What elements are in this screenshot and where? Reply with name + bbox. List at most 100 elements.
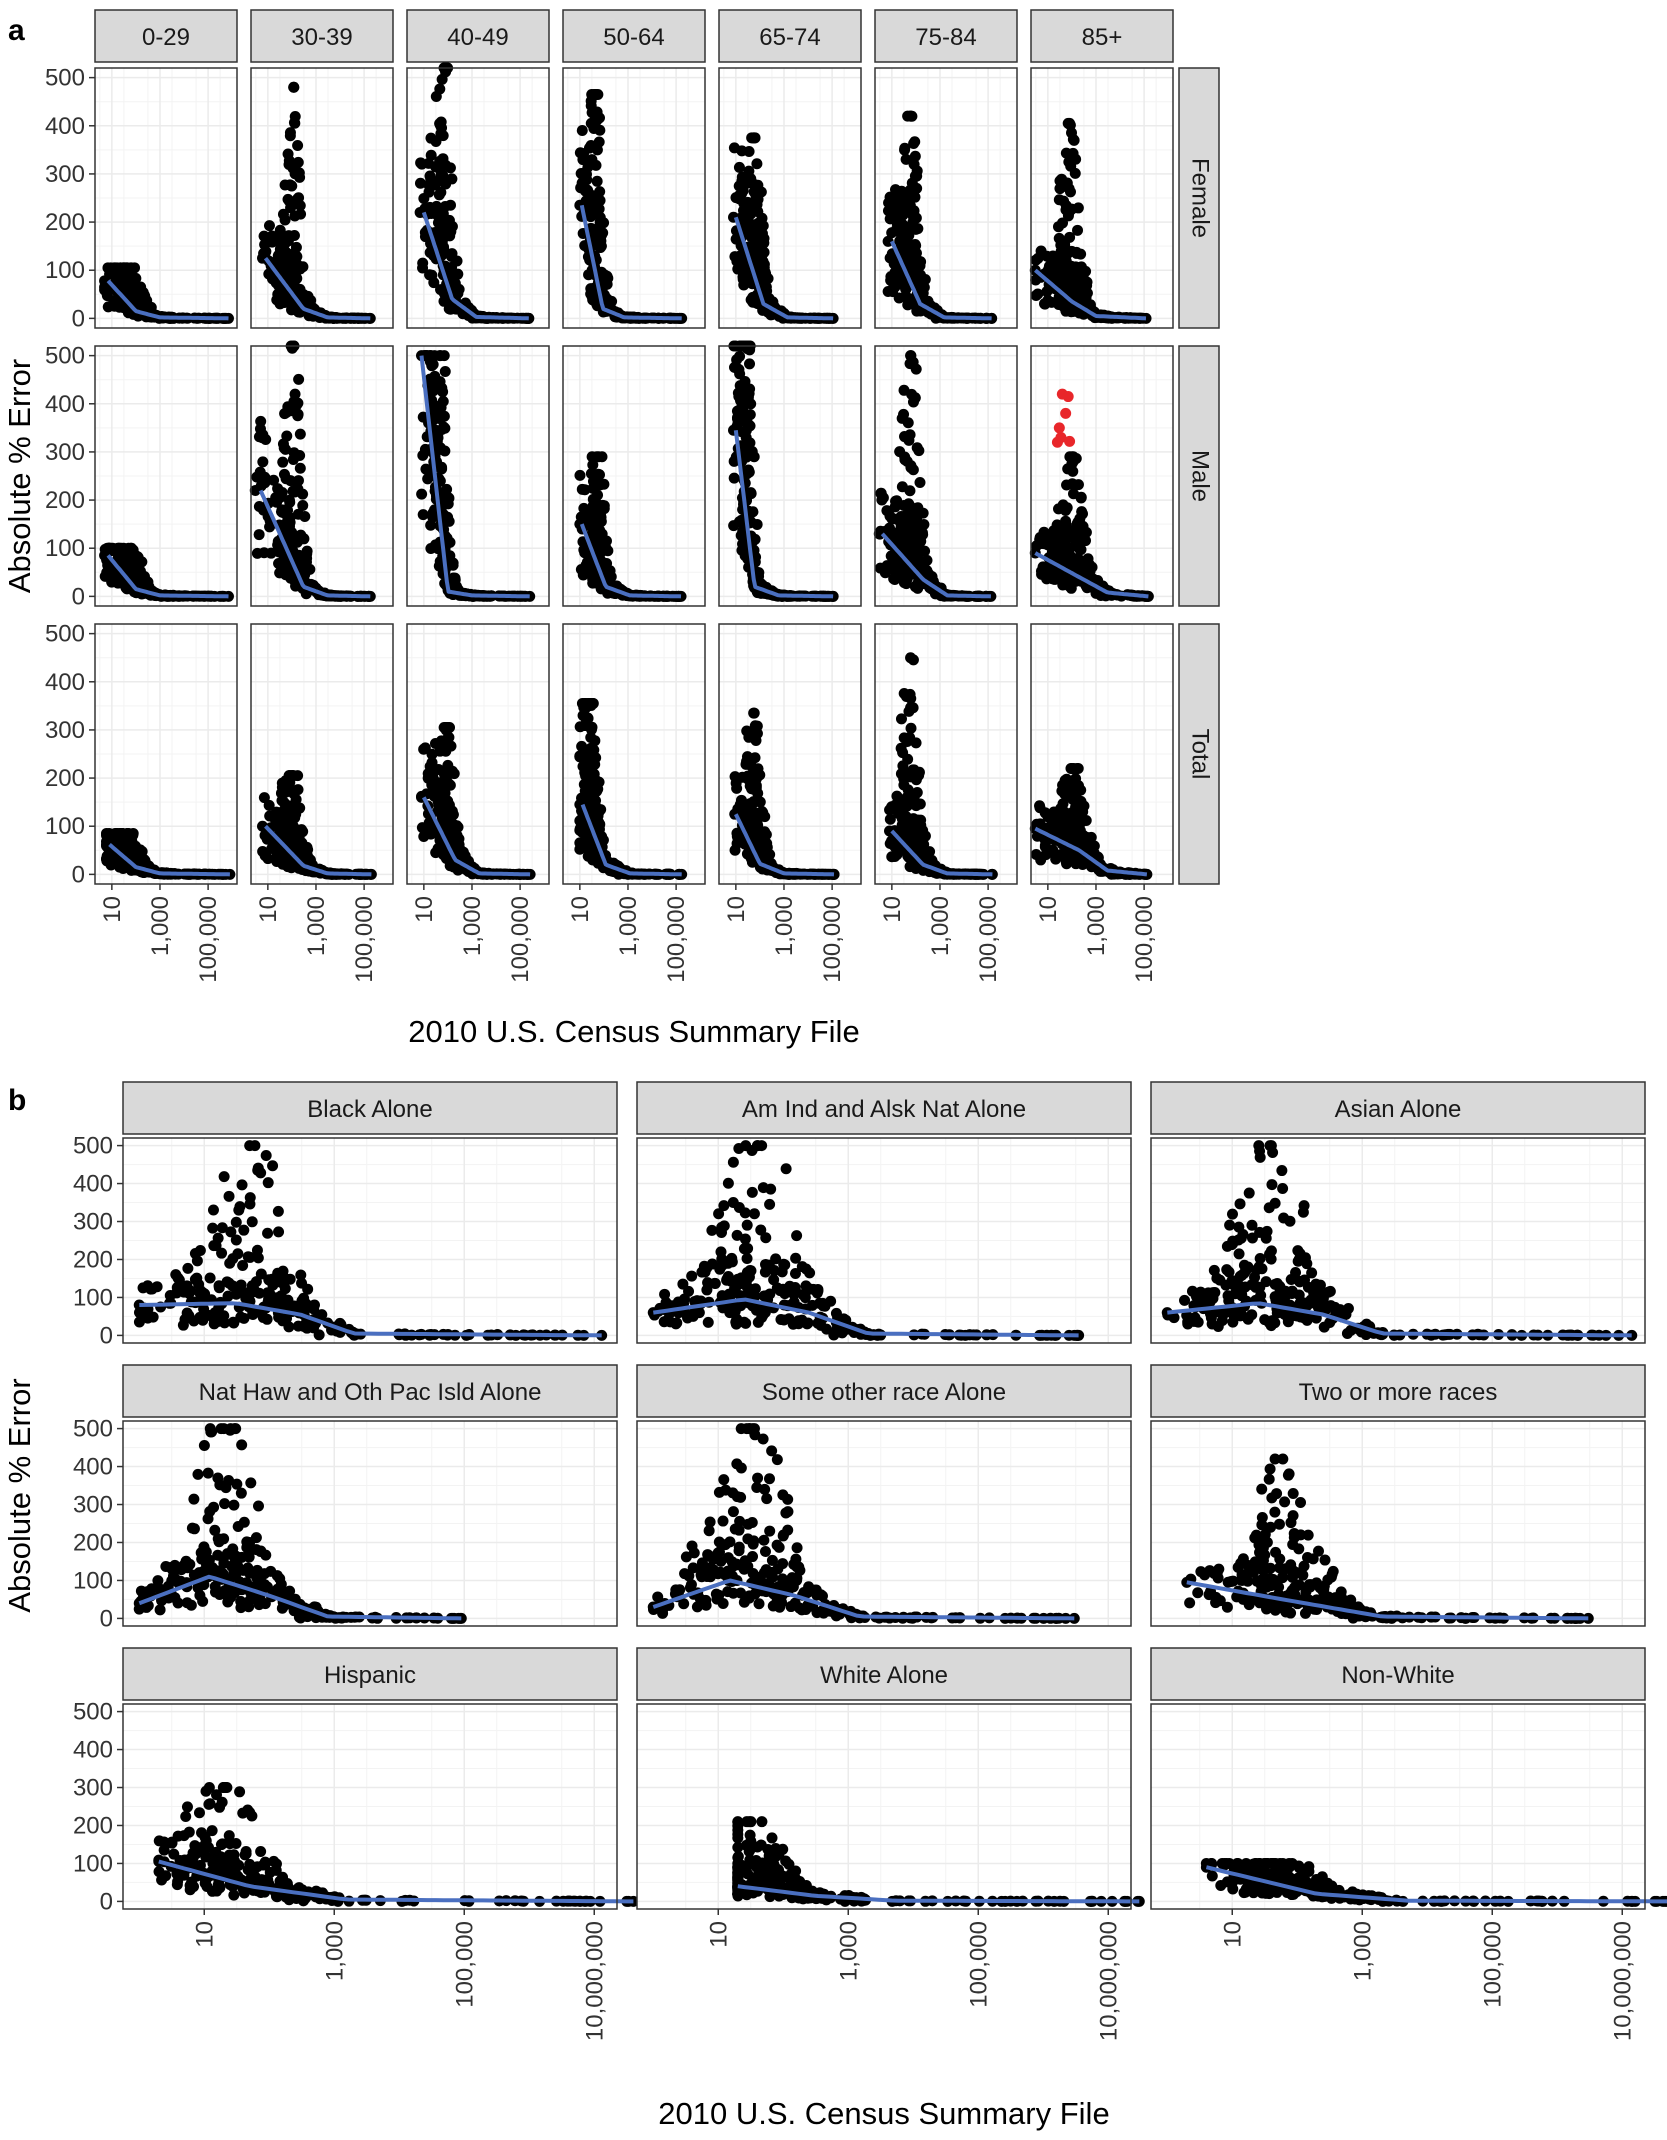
data-point [257,456,269,468]
data-point [1072,202,1084,214]
data-point [1057,217,1069,229]
data-point [292,483,304,495]
data-point [760,281,772,293]
data-point [1035,565,1047,577]
data-point [749,132,761,144]
data-point [435,215,447,227]
data-point [443,214,455,226]
data-point [751,158,763,170]
column-strip [562,9,706,63]
data-point [424,760,436,772]
data-point [285,405,297,417]
facet-panel [873,345,1018,607]
data-point [875,487,887,499]
data-point [423,186,435,198]
data-point [738,279,750,291]
data-point [1043,539,1055,551]
data-point [302,564,314,576]
data-point [889,281,901,293]
data-point [281,430,293,442]
data-point [293,167,305,179]
data-point [266,236,278,248]
data-point [113,542,125,554]
data-point [1066,127,1078,139]
data-point [442,777,454,789]
data-point [430,135,442,147]
data-point [1067,488,1079,500]
data-point [580,166,592,178]
data-point [879,563,891,575]
facet-panel [249,340,394,607]
data-point [594,186,606,198]
data-point [290,241,302,253]
data-point [1065,160,1077,172]
row-strip [1178,345,1220,607]
data-point [901,567,913,579]
data-point [740,432,752,444]
data-point [276,504,288,516]
data-point [442,795,454,807]
data-point [1054,532,1066,544]
data-point [293,373,305,385]
data-point [893,292,905,304]
column-strip-label: 85+ [1082,24,1123,51]
data-point [439,422,451,434]
data-point [290,808,302,820]
data-point [270,492,282,504]
facet-panel [406,623,550,885]
data-point [439,246,451,258]
data-point [911,442,923,454]
data-point [597,227,609,239]
data-point [578,502,590,514]
data-point [587,475,599,487]
data-point [734,380,746,392]
data-point [284,824,296,836]
column-strip-label: 40-49 [447,24,508,51]
data-point [288,81,300,93]
data-point [905,350,917,362]
data-point [590,88,602,100]
data-point [263,220,275,232]
data-point [440,722,452,734]
data-point [285,532,297,544]
data-point [1047,250,1059,262]
data-point [294,449,306,461]
data-point [435,350,447,362]
data-point [275,811,287,823]
data-point [601,270,613,282]
data-point [752,206,764,218]
data-point [286,180,298,192]
data-point [446,173,458,185]
data-point [292,139,304,151]
data-point [435,186,447,198]
row-strip-label: Male [1187,450,1214,502]
data-point [297,533,309,545]
data-point [1032,252,1044,264]
data-point [735,395,747,407]
data-point [1076,506,1088,518]
facet-panel [94,345,238,607]
data-point [417,449,429,461]
data-point [909,392,921,404]
data-point [731,354,743,366]
data-point [265,547,277,559]
facet-panel [562,345,706,607]
data-point [747,506,759,518]
data-point [914,476,926,488]
data-point [102,301,114,313]
data-point [897,193,909,205]
row-strip [1178,67,1220,329]
data-point [99,275,111,287]
data-point [434,376,446,388]
chart-a: 0-29 30-39 40-49 50-64 65-74 75-84 85+FemaleMa… [2,9,1220,1049]
data-point [576,483,588,495]
data-point [899,454,911,466]
column-strip [718,9,862,63]
data-point [1074,544,1086,556]
data-point [443,816,455,828]
facet-panel [562,67,706,329]
data-point [748,451,760,463]
highlight-point [1053,422,1065,434]
data-point [736,145,748,157]
data-point [898,384,910,396]
